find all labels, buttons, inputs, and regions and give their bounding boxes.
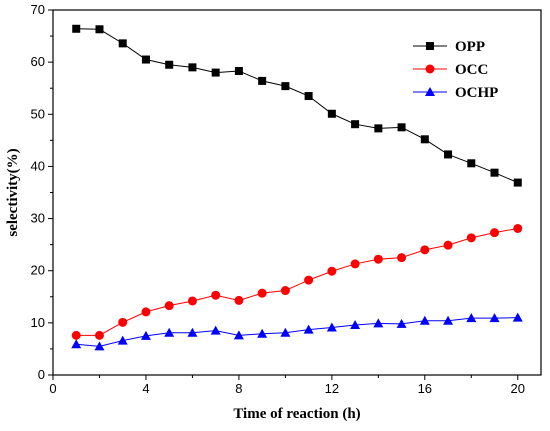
point-ochp bbox=[233, 330, 244, 340]
point-ochp bbox=[443, 315, 454, 325]
legend-item-opp: OPP bbox=[413, 39, 485, 55]
y-tick-label: 70 bbox=[31, 2, 45, 17]
legend-label-ochp: OCHP bbox=[455, 85, 498, 101]
point-ochp bbox=[94, 341, 105, 351]
legend-label-occ: OCC bbox=[455, 62, 488, 78]
point-occ bbox=[164, 301, 174, 311]
series-occ bbox=[71, 223, 523, 340]
point-occ bbox=[257, 288, 267, 298]
x-tick-label: 0 bbox=[49, 381, 56, 396]
point-ochp bbox=[140, 330, 151, 340]
point-opp bbox=[165, 60, 174, 69]
point-opp bbox=[327, 109, 336, 118]
point-ochp bbox=[350, 319, 361, 329]
point-ochp bbox=[303, 324, 314, 334]
point-occ bbox=[141, 307, 151, 317]
point-opp bbox=[281, 82, 290, 91]
point-ochp bbox=[257, 328, 268, 338]
point-opp bbox=[258, 76, 267, 85]
y-tick-label: 10 bbox=[31, 315, 45, 330]
series-opp bbox=[72, 24, 522, 187]
legend-item-ochp: OCHP bbox=[413, 85, 498, 101]
point-ochp bbox=[187, 327, 198, 337]
point-occ bbox=[118, 317, 128, 327]
point-opp bbox=[188, 63, 197, 72]
x-tick-label: 12 bbox=[325, 381, 339, 396]
point-opp bbox=[513, 178, 522, 187]
point-ochp bbox=[512, 312, 523, 322]
point-ochp bbox=[164, 327, 175, 337]
y-tick-label: 60 bbox=[31, 54, 45, 69]
point-opp bbox=[141, 55, 150, 64]
y-tick-label: 50 bbox=[31, 106, 45, 121]
series-layer bbox=[71, 24, 523, 351]
point-ochp bbox=[117, 335, 128, 345]
point-opp bbox=[420, 135, 429, 144]
legend-label-opp: OPP bbox=[455, 39, 485, 55]
legend-marker-ochp bbox=[425, 87, 435, 96]
y-tick-label: 20 bbox=[31, 263, 45, 278]
point-occ bbox=[94, 330, 104, 340]
series-line-opp bbox=[76, 28, 518, 184]
y-tick-label: 0 bbox=[38, 367, 45, 382]
point-occ bbox=[234, 295, 244, 305]
point-opp bbox=[397, 123, 406, 132]
point-opp bbox=[374, 124, 383, 133]
point-occ bbox=[490, 228, 500, 238]
point-occ bbox=[211, 290, 221, 300]
series-line-ochp bbox=[76, 317, 518, 347]
point-ochp bbox=[489, 313, 500, 323]
x-tick-label: 8 bbox=[235, 381, 242, 396]
point-ochp bbox=[71, 339, 82, 349]
y-axis-title: selectivity(%) bbox=[5, 148, 21, 236]
x-tick-label: 20 bbox=[511, 381, 525, 396]
legend: OPP OCC OCHP bbox=[413, 39, 498, 101]
point-ochp bbox=[396, 318, 407, 328]
point-occ bbox=[466, 233, 476, 243]
y-tick-label: 40 bbox=[31, 158, 45, 173]
point-opp bbox=[304, 92, 313, 101]
y-tick-label: 30 bbox=[31, 211, 45, 226]
point-occ bbox=[350, 259, 360, 269]
point-occ bbox=[187, 296, 197, 306]
x-tick-label: 4 bbox=[142, 381, 149, 396]
point-occ bbox=[71, 330, 81, 340]
point-occ bbox=[280, 286, 290, 296]
x-axis-title: Time of reaction (h) bbox=[233, 406, 360, 422]
point-opp bbox=[234, 67, 243, 76]
point-ochp bbox=[419, 315, 430, 325]
point-ochp bbox=[326, 322, 337, 332]
point-opp bbox=[490, 168, 499, 177]
legend-marker-opp bbox=[426, 42, 434, 50]
point-opp bbox=[444, 150, 453, 159]
point-occ bbox=[513, 223, 523, 233]
point-ochp bbox=[210, 325, 221, 335]
point-occ bbox=[420, 245, 430, 255]
legend-marker-occ bbox=[425, 64, 435, 74]
legend-item-occ: OCC bbox=[413, 62, 488, 78]
point-opp bbox=[467, 159, 476, 168]
ticks-layer: 0 10 20 30 40 50 60 70 0 4 8 12 16 20 bbox=[31, 2, 525, 396]
point-opp bbox=[72, 24, 81, 33]
point-opp bbox=[211, 68, 220, 77]
point-ochp bbox=[466, 313, 477, 323]
x-tick-label: 16 bbox=[418, 381, 432, 396]
point-ochp bbox=[373, 318, 384, 328]
point-occ bbox=[443, 240, 453, 250]
point-opp bbox=[118, 39, 127, 48]
point-ochp bbox=[280, 327, 291, 337]
point-occ bbox=[373, 254, 383, 264]
point-occ bbox=[397, 253, 407, 263]
point-opp bbox=[95, 25, 104, 34]
point-occ bbox=[304, 275, 314, 285]
series-ochp bbox=[71, 312, 523, 351]
point-opp bbox=[351, 120, 360, 129]
point-occ bbox=[327, 266, 337, 276]
